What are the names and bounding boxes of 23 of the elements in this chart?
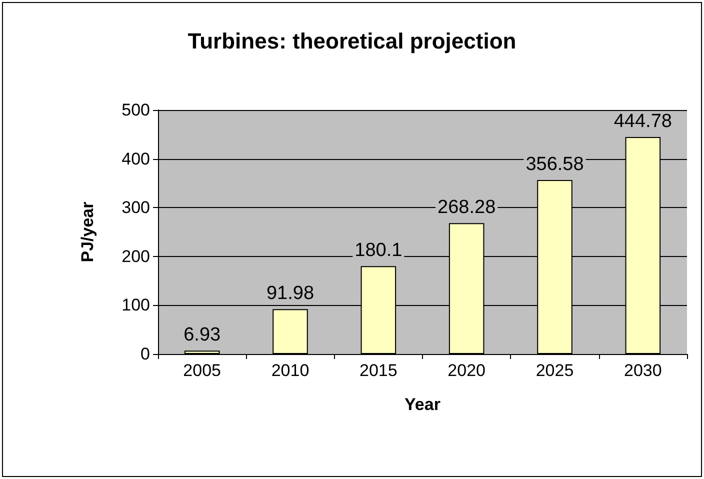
data-label: 91.98: [266, 283, 314, 304]
bar: [184, 350, 220, 354]
data-label: 6.93: [184, 324, 221, 346]
chart-title: Turbines: theoretical projection: [188, 28, 516, 54]
y-tick-label: 200: [122, 246, 150, 266]
x-tick-label: 2010: [271, 361, 310, 380]
x-axis-title: Year: [404, 395, 441, 414]
bar: [272, 309, 308, 354]
data-label: 180.1: [354, 240, 402, 262]
y-tick-label: 0: [140, 344, 150, 364]
data-label: 356.58: [526, 154, 584, 175]
x-tick-label: 2015: [360, 361, 398, 380]
data-label: 444.78: [614, 110, 672, 132]
x-tick-label: 2005: [183, 361, 221, 380]
y-tick-label: 500: [122, 100, 150, 120]
x-tick-label: 2030: [624, 361, 662, 380]
x-tick-label: 2025: [536, 361, 574, 380]
y-tick-label: 300: [122, 198, 150, 218]
y-tick-label: 100: [122, 296, 150, 315]
x-tick-label: 2020: [448, 361, 486, 380]
y-tick-label: 400: [122, 149, 150, 168]
data-label: 268.28: [438, 197, 496, 218]
y-axis-title: PJ/year: [78, 201, 97, 262]
